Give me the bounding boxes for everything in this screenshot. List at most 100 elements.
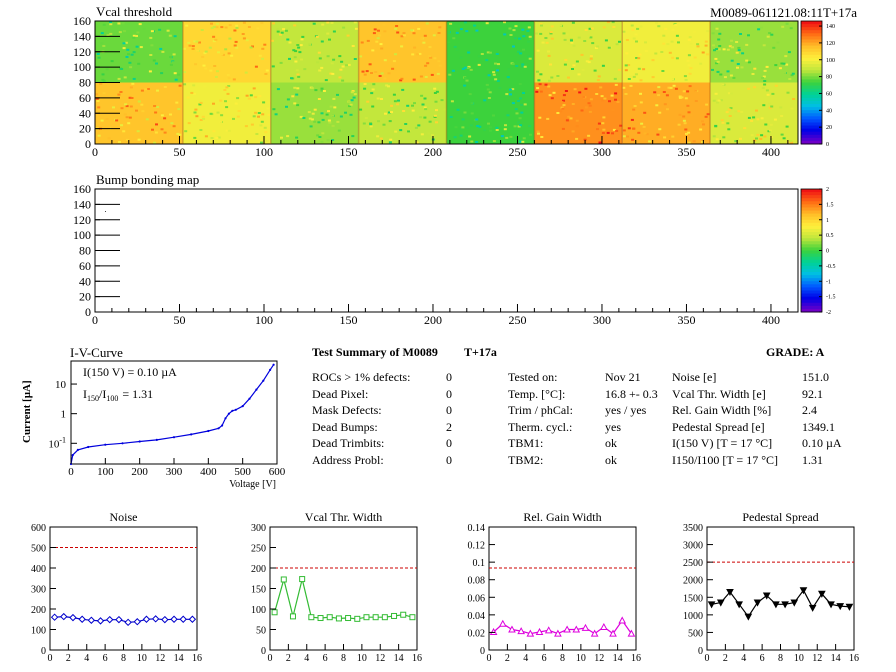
vcal-map-pixel: [424, 108, 428, 111]
vcal-map-pixel: [151, 128, 154, 131]
vcal-map-pixel: [420, 94, 424, 97]
vcal-map-pixel: [374, 71, 378, 73]
vcal-map-pixel: [363, 87, 367, 90]
bump-map-xtick-label: 250: [508, 313, 526, 327]
roc-plot-noise-frame: [49, 526, 198, 651]
vcal-map-pixel: [622, 129, 626, 132]
vcal-map-pixel: [716, 60, 720, 63]
iv-point: [71, 454, 74, 457]
roc-plot-pedestal-spread-ytick-label: 2500: [683, 558, 703, 569]
vcal-map-pixel: [589, 36, 593, 39]
vcal-map-pixel: [629, 75, 633, 78]
left-value: 2: [446, 419, 452, 434]
vcal-map-pixel: [611, 109, 615, 112]
roc-plot-noise-ytick-label: 0: [41, 646, 46, 657]
vcal-map-pixel: [556, 75, 560, 77]
vcal-map-pixel: [634, 58, 638, 61]
roc-plot-pedestal-spread-xtick-label: 2: [723, 653, 728, 664]
vcal-map-pixel: [217, 51, 220, 54]
vcal-map-pixel: [125, 105, 129, 108]
vcal-map-pixel: [544, 37, 548, 39]
right-values: 151.0 92.1 2.4 1349.1 0.10 µA 1.31: [802, 369, 842, 468]
vcal-map-pixel: [411, 53, 415, 56]
vcal-map-pixel: [547, 50, 550, 53]
vcal-map-pixel: [242, 21, 246, 24]
vcal-map-pixel: [538, 83, 542, 86]
vcal-map-pixel: [310, 118, 314, 121]
vcal-map-xtick-label: 350: [677, 145, 695, 159]
roc-plot-rel-gain-width-point: [535, 627, 544, 635]
vcal-map-pixel: [387, 72, 391, 75]
vcal-map-zscale-bin: [801, 27, 822, 31]
vcal-map-pixel: [645, 133, 649, 136]
vcal-map-pixel: [735, 41, 739, 43]
vcal-map-pixel: [120, 107, 124, 110]
vcal-map-pixel: [411, 104, 414, 107]
right-label: Noise [e]: [672, 370, 717, 384]
vcal-map-pixel: [492, 140, 496, 143]
vcal-map-pixel: [505, 136, 509, 139]
vcal-map-pixel: [622, 135, 626, 138]
vcal-map-pixel: [487, 74, 491, 77]
vcal-map-pixel: [249, 94, 253, 97]
vcal-map-pixel: [95, 97, 99, 100]
bump-map-zscale-bin: [801, 228, 822, 233]
vcal-map-pixel: [414, 126, 418, 129]
bump-map-zscale-bin: [801, 244, 822, 248]
bump-map-zscale-bin: [801, 265, 822, 270]
vcal-map-pixel: [135, 35, 138, 37]
vcal-map-pixel: [596, 45, 600, 48]
vcal-map-pixel: [549, 31, 553, 34]
vcal-map-pixel: [688, 85, 692, 88]
vcal-map-pixel: [132, 34, 136, 37]
vcal-map-pixel: [541, 41, 545, 44]
vcal-map-pixel: [760, 26, 763, 29]
vcal-map-pixel: [160, 112, 164, 115]
vcal-map-pixel: [220, 26, 224, 29]
vcal-map-zscale-bin: [801, 134, 822, 139]
vcal-map-pixel: [759, 137, 763, 140]
mid-label: Therm. cycl.:: [508, 419, 573, 434]
vcal-map-pixel: [295, 136, 299, 139]
vcal-map-zscale-bin: [801, 85, 822, 90]
vcal-map-zscale-bin: [801, 137, 822, 142]
iv-point: [207, 429, 210, 433]
vcal-map-pixel: [199, 129, 203, 131]
vcal-map-pixel: [320, 66, 324, 69]
vcal-map-pixel: [562, 32, 566, 35]
vcal-map-pixel: [370, 72, 373, 74]
vcal-map-pixel: [731, 46, 734, 49]
vcal-map-pixel: [383, 30, 387, 33]
vcal-map-pixel: [714, 124, 718, 127]
vcal-map-pixel: [459, 28, 463, 31]
vcal-map-pixel: [552, 91, 556, 94]
vcal-map-pixel: [399, 129, 403, 132]
vcal-map-pixel: [494, 62, 497, 65]
vcal-map-pixel: [235, 24, 239, 27]
vcal-map-pixel: [209, 69, 213, 72]
vcal-map-pixel: [138, 23, 142, 26]
vcal-map-pixel: [433, 114, 437, 117]
vcal-map-pixel: [137, 62, 141, 65]
vcal-map-pixel: [373, 28, 377, 31]
vcal-map-pixel: [456, 108, 460, 111]
vcal-map-ytick-label: 40: [79, 106, 91, 120]
vcal-map-pixel: [315, 138, 319, 141]
vcal-map-pixel: [109, 32, 113, 35]
vcal-map-pixel: [122, 42, 126, 45]
vcal-map-pixel: [587, 102, 591, 105]
vcal-map-pixel: [137, 100, 141, 103]
roc-plot-vcal-thr-width-xtick-label: 2: [286, 653, 291, 664]
vcal-map-pixel: [169, 56, 172, 58]
iv-point: [241, 405, 244, 408]
vcal-map-pixel: [213, 65, 217, 67]
roc-plot-vcal-thr-width-point: [326, 614, 333, 621]
vcal-map-pixel: [168, 34, 172, 37]
roc-plot-rel-gain-width-ytick-label: 0: [480, 646, 485, 657]
vcal-map-pixel: [417, 27, 421, 30]
vcal-map-pixel: [318, 69, 322, 72]
vcal-map-zscale-bin: [801, 36, 822, 40]
roc-plot-pedestal-spread-ytick-label: 3000: [683, 541, 703, 552]
vcal-map-pixel: [210, 137, 214, 139]
vcal-map-pixel: [329, 105, 333, 108]
